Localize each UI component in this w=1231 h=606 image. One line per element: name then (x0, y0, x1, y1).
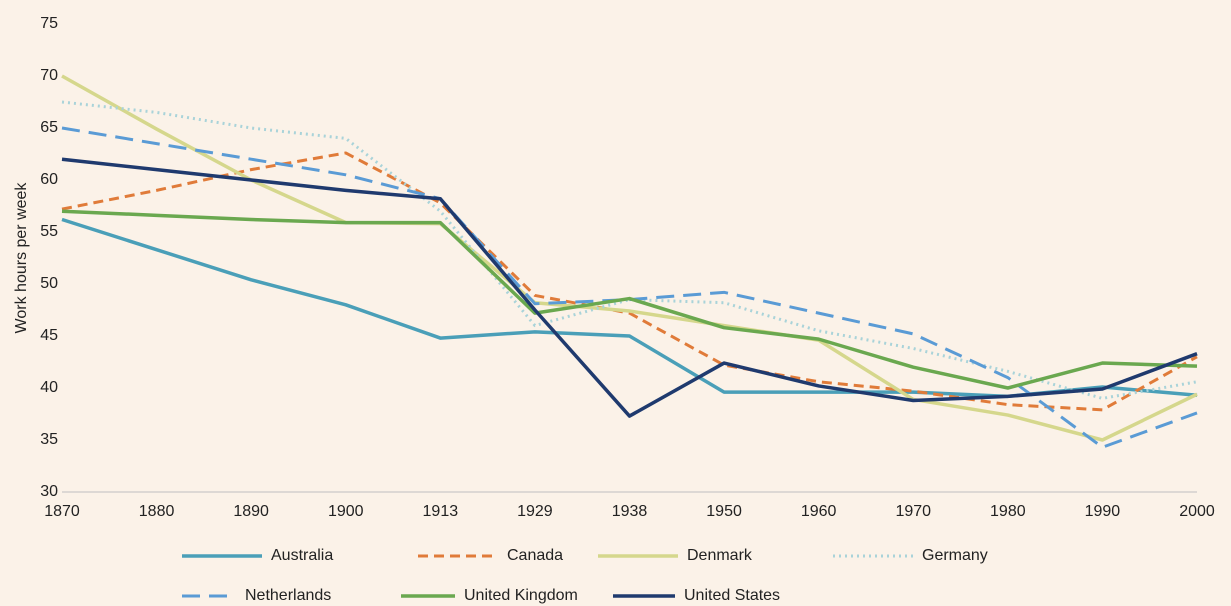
y-tick-label: 30 (40, 483, 58, 500)
legend-label: Germany (922, 547, 988, 564)
x-tick-label: 1880 (139, 503, 175, 520)
x-tick-label: 1950 (706, 503, 742, 520)
y-tick-label: 75 (40, 15, 58, 32)
y-tick-label: 55 (40, 223, 58, 240)
x-tick-label: 1938 (612, 503, 648, 520)
x-tick-label: 1913 (423, 503, 459, 520)
legend-label: United States (684, 587, 780, 604)
legend-label: Netherlands (245, 587, 331, 604)
legend-label: Canada (507, 547, 563, 564)
x-tick-label: 1970 (895, 503, 931, 520)
legend-label: United Kingdom (464, 587, 578, 604)
legend-label: Australia (271, 547, 333, 564)
series-line (61, 100, 1198, 400)
y-axis-label: Work hours per week (13, 182, 30, 334)
series-line (61, 126, 1198, 449)
y-tick-label: 70 (40, 67, 58, 84)
y-tick-label: 45 (40, 327, 58, 344)
x-tick-label: 1980 (990, 503, 1026, 520)
x-tick-label: 2000 (1179, 503, 1215, 520)
series-line (61, 74, 1198, 442)
series-line (61, 151, 1198, 412)
x-tick-label: 1870 (44, 503, 80, 520)
y-tick-label: 50 (40, 275, 58, 292)
x-tick-label: 1929 (517, 503, 553, 520)
x-tick-label: 1900 (328, 503, 364, 520)
y-tick-label: 35 (40, 431, 58, 448)
series-line (61, 217, 1198, 399)
y-tick-label: 65 (40, 119, 58, 136)
series-line (61, 157, 1198, 418)
y-tick-label: 60 (40, 171, 58, 188)
legend-label: Denmark (687, 547, 753, 564)
y-tick-label: 40 (40, 379, 58, 396)
x-tick-label: 1890 (233, 503, 269, 520)
x-tick-label: 1990 (1085, 503, 1121, 520)
x-tick-label: 1960 (801, 503, 837, 520)
series-line (61, 209, 1198, 390)
